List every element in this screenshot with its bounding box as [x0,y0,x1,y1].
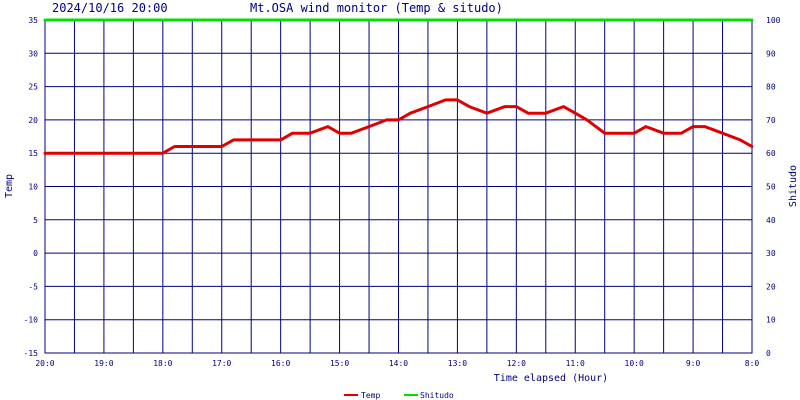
y-tick-left: 10 [28,183,38,192]
x-tick: 15:0 [330,359,349,368]
y-tick-right: 70 [766,116,776,125]
right-y-ticks: 0 10 20 30 40 50 60 70 80 90 100 [766,16,781,358]
x-tick: 11:0 [566,359,585,368]
x-tick: 20:0 [35,359,54,368]
x-axis-label: Time elapsed (Hour) [494,373,608,384]
y-tick-right: 30 [766,249,776,258]
x-tick: 19:0 [94,359,113,368]
series-layer [43,18,754,155]
y-tick-left: -5 [28,282,38,291]
x-tick: 8:0 [745,359,760,368]
legend: Temp Shitudo [344,391,454,400]
legend-label-shitudo: Shitudo [420,391,454,400]
y-tick-right: 50 [766,183,776,192]
y-tick-right: 10 [766,316,776,325]
y-tick-right: 20 [766,282,776,291]
x-tick: 10:0 [625,359,644,368]
y-tick-left: 30 [28,49,38,58]
y-tick-left: -10 [24,316,39,325]
y-tick-left: -15 [24,349,39,358]
y-tick-left: 5 [33,216,38,225]
y-tick-right: 80 [766,83,776,92]
x-ticks: 20:0 19:0 18:0 17:0 16:0 15:0 14:0 13:0 12:0 11:0… [35,359,759,368]
y-tick-right: 40 [766,216,776,225]
y-tick-left: 0 [33,249,38,258]
y-tick-right: 90 [766,49,776,58]
y-tick-left: 35 [28,16,38,25]
x-tick: 17:0 [212,359,231,368]
x-tick: 14:0 [389,359,408,368]
grid-layer [45,19,752,354]
y-tick-right: 0 [766,349,771,358]
x-tick: 12:0 [507,359,526,368]
x-tick: 13:0 [448,359,467,368]
y-tick-right: 60 [766,149,776,158]
right-axis-label: Shitudo [788,165,799,207]
y-tick-left: 20 [28,116,38,125]
timestamp-label: 2024/10/16 20:00 [52,1,168,15]
left-axis-label: Temp [4,174,15,198]
y-tick-left: 15 [28,149,38,158]
y-tick-left: 25 [28,83,38,92]
legend-label-temp: Temp [361,391,380,400]
x-tick: 18:0 [153,359,172,368]
chart-title: Mt.OSA wind monitor (Temp & situdo) [250,1,503,15]
y-tick-right: 100 [766,16,781,25]
x-tick: 16:0 [271,359,290,368]
x-tick: 9:0 [686,359,701,368]
left-y-ticks: -15 -10 -5 0 5 10 15 20 25 30 35 [24,16,39,358]
series-line-temp [43,98,754,155]
